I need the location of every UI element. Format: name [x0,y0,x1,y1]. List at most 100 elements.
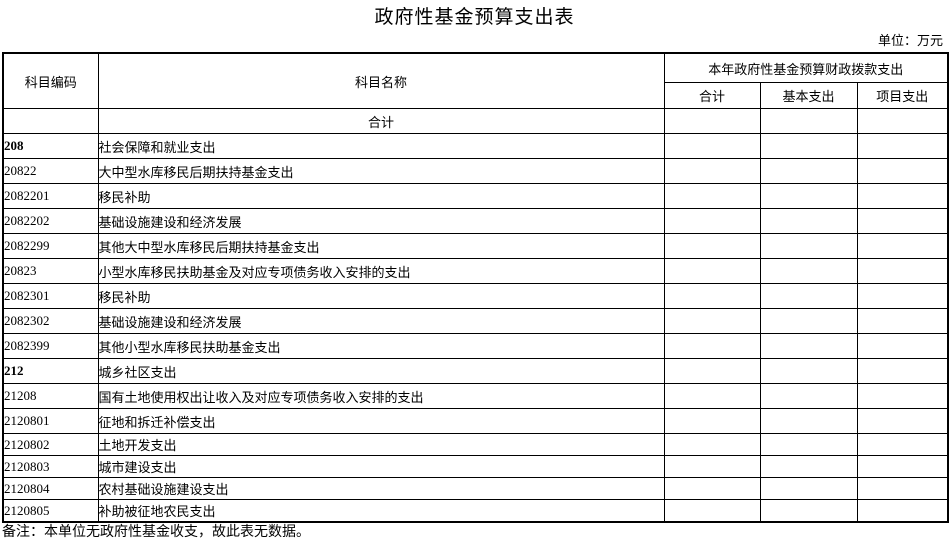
cell-basic [759,158,858,184]
cell-basic [759,358,858,384]
page-root: 政府性基金预算支出表 单位：万元 科目编码 科目名称 本年政府性基金预算财政拨款… [2,7,949,540]
cell-basic [759,408,858,434]
cell-name: 社会保障和就业支出 [97,133,665,159]
cell-project [856,133,949,159]
cell-code: 2082201 [2,183,99,209]
cell-name: 基础设施建设和经济发展 [97,308,665,334]
column-header-code: 科目编码 [2,52,99,109]
cell-basic [759,308,858,334]
cell-name: 城市建设支出 [97,455,665,478]
table-row: 20822 大中型水库移民后期扶持基金支出 [2,158,949,184]
cell-basic [759,477,858,500]
column-header-group: 本年政府性基金预算财政拨款支出 [663,52,949,83]
cell-code: 20822 [2,158,99,184]
cell-name: 合计 [97,108,665,134]
table-row: 2120804 农村基础设施建设支出 [2,477,949,500]
cell-basic [759,133,858,159]
cell-basic [759,233,858,259]
table-row: 2120802 土地开发支出 [2,433,949,456]
table-row: 20823 小型水库移民扶助基金及对应专项债务收入安排的支出 [2,258,949,284]
table-header-row-1: 科目编码 科目名称 本年政府性基金预算财政拨款支出 [2,52,949,109]
table-row: 208 社会保障和就业支出 [2,133,949,159]
cell-total [663,455,761,478]
cell-code: 212 [2,358,99,384]
table-row: 2082202 基础设施建设和经济发展 [2,208,949,234]
cell-code: 21208 [2,383,99,409]
cell-total [663,233,761,259]
cell-total [663,183,761,209]
cell-code: 208 [2,133,99,159]
cell-code: 2120803 [2,455,99,478]
column-header-project: 项目支出 [856,82,949,109]
cell-total [663,258,761,284]
cell-project [856,333,949,359]
cell-name: 农村基础设施建设支出 [97,477,665,500]
cell-code: 2082399 [2,333,99,359]
table-row: 2082399 其他小型水库移民扶助基金支出 [2,333,949,359]
cell-total [663,477,761,500]
cell-name: 补助被征地农民支出 [97,499,665,523]
cell-name: 移民补助 [97,283,665,309]
column-header-name: 科目名称 [97,52,665,109]
cell-basic [759,455,858,478]
cell-total [663,333,761,359]
cell-name: 小型水库移民扶助基金及对应专项债务收入安排的支出 [97,258,665,284]
cell-basic [759,258,858,284]
table-header-row-2: 合计 基本支出 项目支出 [3,82,949,109]
cell-project [856,455,949,478]
cell-code [2,108,99,134]
cell-total [663,433,761,456]
cell-code: 2120802 [2,433,99,456]
unit-label: 单位：万元 [877,33,943,48]
cell-total [663,208,761,234]
cell-basic [759,333,858,359]
cell-basic [759,283,858,309]
table-row: 2120803 城市建设支出 [2,455,949,478]
table-row: 212 城乡社区支出 [2,358,949,384]
cell-project [856,477,949,500]
cell-code: 2082301 [2,283,99,309]
cell-project [856,283,949,309]
cell-project [856,158,949,184]
table-header: 科目编码 科目名称 本年政府性基金预算财政拨款支出 合计 基本支出 项目支出 [2,52,949,109]
table-row: 合计 [2,108,949,134]
cell-total [663,408,761,434]
cell-basic [759,383,858,409]
cell-project [856,358,949,384]
cell-total [663,158,761,184]
table-row: 2082299 其他大中型水库移民后期扶持基金支出 [2,233,949,259]
cell-total [663,133,761,159]
cell-name: 移民补助 [97,183,665,209]
page-title: 政府性基金预算支出表 [374,7,575,28]
column-header-total: 合计 [663,82,761,109]
cell-project [856,308,949,334]
budget-expenditure-table: 科目编码 科目名称 本年政府性基金预算财政拨款支出 合计 基本支出 项目支出 合… [2,52,949,523]
cell-project [856,208,949,234]
cell-name: 基础设施建设和经济发展 [97,208,665,234]
cell-name: 国有土地使用权出让收入及对应专项债务收入安排的支出 [97,383,665,409]
cell-project [856,233,949,259]
cell-basic [759,183,858,209]
cell-basic [759,208,858,234]
cell-code: 2120801 [2,408,99,434]
cell-name: 其他大中型水库移民后期扶持基金支出 [97,233,665,259]
cell-project [856,108,949,134]
cell-project [856,408,949,434]
table-body: 合计 208 社会保障和就业支出 20822 大中型水库移民后期扶持基金支出 208220… [2,108,949,523]
table-row: 2082301 移民补助 [2,283,949,309]
cell-total [663,383,761,409]
cell-name: 城乡社区支出 [97,358,665,384]
cell-project [856,183,949,209]
cell-name: 土地开发支出 [97,433,665,456]
footnote: 备注：本单位无政府性基金收支，故此表无数据。 [2,525,310,540]
cell-code: 2120804 [2,477,99,500]
table-row: 2082302 基础设施建设和经济发展 [2,308,949,334]
cell-name: 征地和拆迁补偿支出 [97,408,665,434]
cell-code: 20823 [2,258,99,284]
table-row: 2120801 征地和拆迁补偿支出 [2,408,949,434]
table-row: 2082201 移民补助 [2,183,949,209]
cell-code: 2120805 [2,499,99,523]
column-header-basic: 基本支出 [759,82,858,109]
cell-total [663,108,761,134]
cell-project [856,383,949,409]
